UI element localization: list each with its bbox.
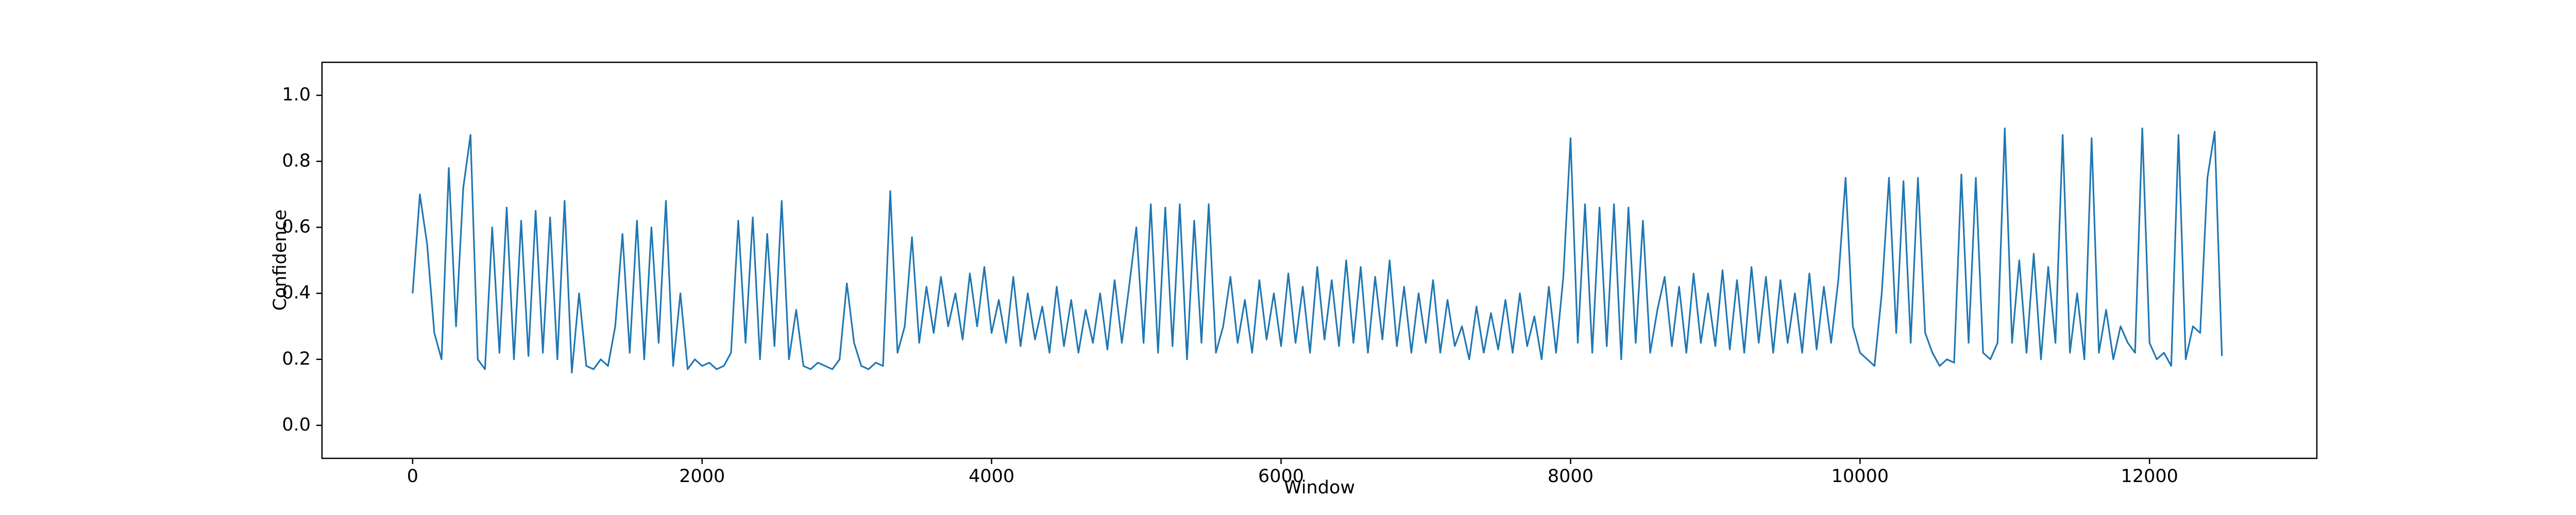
y-tick-label: 1.0 bbox=[282, 84, 311, 105]
x-tick-label: 12000 bbox=[2121, 466, 2178, 487]
y-tick-label: 0.8 bbox=[282, 150, 311, 171]
x-tick-label: 8000 bbox=[1548, 466, 1594, 487]
x-tick-label: 10000 bbox=[1832, 466, 1889, 487]
y-tick-label: 0.4 bbox=[282, 283, 311, 303]
y-tick-label: 0.6 bbox=[282, 216, 311, 237]
x-tick-label: 4000 bbox=[969, 466, 1014, 487]
y-axis-label: Confidence bbox=[270, 210, 291, 311]
x-tick-label: 0 bbox=[407, 466, 418, 487]
data-line bbox=[412, 127, 2223, 373]
y-tick-label: 0.0 bbox=[282, 415, 311, 435]
plot-frame bbox=[321, 61, 2318, 459]
y-tick-label: 0.2 bbox=[282, 349, 311, 369]
x-axis-label: Window bbox=[1284, 477, 1355, 498]
x-tick-label: 2000 bbox=[679, 466, 725, 487]
x-tick-label: 6000 bbox=[1258, 466, 1304, 487]
